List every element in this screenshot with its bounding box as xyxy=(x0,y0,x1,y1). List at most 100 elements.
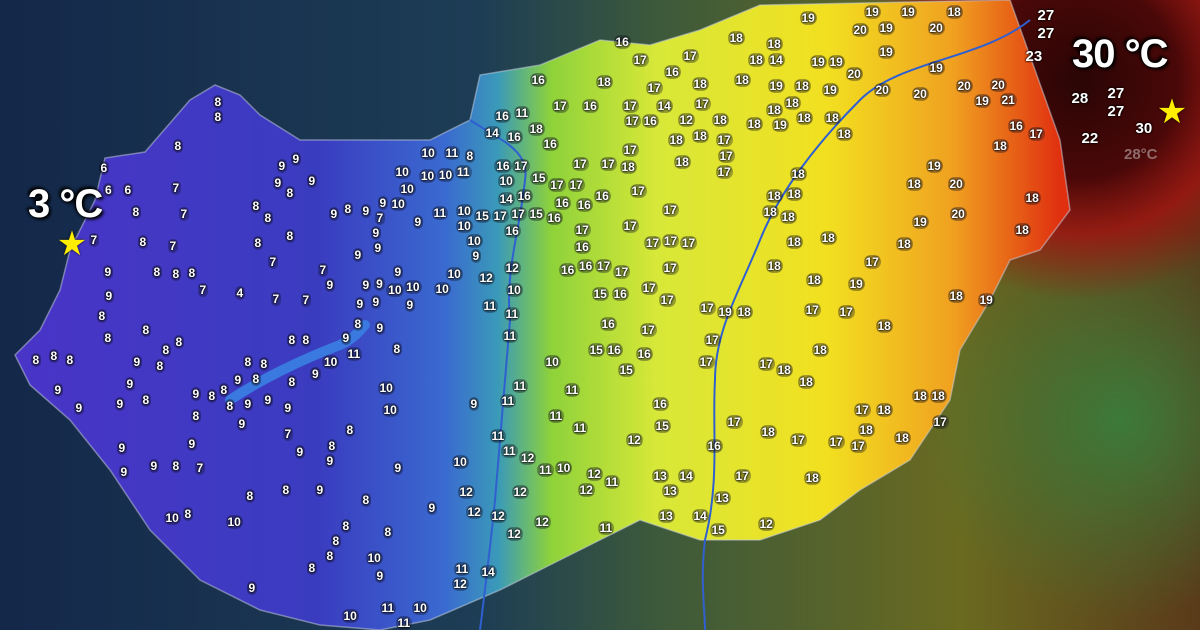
station-temperature: 17 xyxy=(661,203,679,217)
station-temperature: 8 xyxy=(306,561,318,575)
station-temperature: 18 xyxy=(793,79,811,93)
station-temperature: 8 xyxy=(172,139,184,153)
station-temperature: 8 xyxy=(190,409,202,423)
station-temperature: 10 xyxy=(389,197,407,211)
station-temperature: 9 xyxy=(310,367,321,381)
station-temperature: 8 xyxy=(340,519,352,534)
station-temperature: 16 xyxy=(559,263,577,277)
station-temperature: 17 xyxy=(571,157,589,171)
station-temperature: 18 xyxy=(673,155,691,169)
station-temperature: 12 xyxy=(465,505,483,519)
station-temperature: 10 xyxy=(393,165,411,179)
station-temperature: 12 xyxy=(585,467,603,481)
station-temperature: 17 xyxy=(595,259,613,273)
station-temperature: 12 xyxy=(533,515,551,529)
station-temperature: 16 xyxy=(651,397,669,411)
station-temperature: 17 xyxy=(661,234,680,248)
station-temperature: 9 xyxy=(306,174,318,188)
station-temperature: 20 xyxy=(955,79,973,93)
station-temperature: 14 xyxy=(483,126,501,140)
station-temperature: 11 xyxy=(454,165,472,179)
station-temperature: 17 xyxy=(717,149,735,163)
station-temperature: 7 xyxy=(167,239,179,253)
station-temperature: 18 xyxy=(857,423,875,437)
station-temperature: 8 xyxy=(206,389,218,403)
station-temperature: 18 xyxy=(691,77,709,91)
station-temperature: 15 xyxy=(530,171,548,185)
station-temperature: 19 xyxy=(977,293,995,307)
station-temperature: 17 xyxy=(725,415,743,429)
station-temperature: 9 xyxy=(73,401,85,415)
station-temperature: 17 xyxy=(621,219,639,233)
station-temperature: 10 xyxy=(451,455,469,469)
station-temperature: 9 xyxy=(52,383,64,397)
min-temp-label: 3 °C xyxy=(28,182,103,226)
station-temperature: 17 xyxy=(849,439,867,453)
station-temperature: 18 xyxy=(1013,223,1031,237)
station-temperature: 30 xyxy=(1135,119,1153,137)
station-temperature: 17 xyxy=(789,433,807,447)
station-temperature: 17 xyxy=(623,113,641,128)
station-temperature: 9 xyxy=(272,176,284,190)
station-temperature: 10 xyxy=(398,182,416,196)
station-temperature: 9 xyxy=(246,581,258,595)
station-temperature: 19 xyxy=(911,215,929,229)
station-temperature: 16 xyxy=(641,113,659,128)
station-temperature: 18 xyxy=(761,205,779,219)
station-temperature: 9 xyxy=(103,289,115,303)
station-temperature: 17 xyxy=(658,293,676,307)
station-temperature: 19 xyxy=(771,117,789,132)
station-temperature: 12 xyxy=(625,433,643,447)
station-temperature: 17 xyxy=(863,255,881,269)
station-temperature: 20 xyxy=(911,87,929,101)
station-temperature: 11 xyxy=(501,443,518,458)
station-temperature: 21 xyxy=(999,93,1017,108)
station-temperature: 8 xyxy=(30,353,42,367)
station-temperature: 11 xyxy=(453,561,471,576)
station-temperature: 8 xyxy=(286,333,298,347)
station-temperature: 10 xyxy=(322,355,340,369)
star-icon: ★ xyxy=(56,225,88,263)
station-temperature: 11 xyxy=(499,393,517,408)
station-temperature: 8 xyxy=(280,483,292,497)
station-temperature: 16 xyxy=(553,196,571,210)
station-temperature: 17 xyxy=(631,53,649,67)
station-temperature: 7 xyxy=(270,292,282,306)
station-temperature: 16 xyxy=(493,109,511,123)
station-temperature: 10 xyxy=(455,219,473,234)
station-temperature: 8 xyxy=(342,202,354,216)
station-temperature: 11 xyxy=(511,378,529,393)
station-temperature: 10 xyxy=(365,551,383,565)
station-temperature: 9 xyxy=(370,295,382,309)
station-temperature: 12 xyxy=(505,527,523,541)
station-temperature: 17 xyxy=(715,165,733,179)
station-temperature: 7 xyxy=(374,210,386,225)
station-temperature: 17 xyxy=(803,303,821,317)
station-temperature: 18 xyxy=(911,389,929,403)
station-temperature: 16 xyxy=(581,99,599,113)
station-temperature: 9 xyxy=(370,225,382,240)
station-temperature: 12 xyxy=(577,483,595,497)
station-temperature: 27 xyxy=(1037,6,1055,24)
faint-temp-label: 28°C xyxy=(1124,146,1158,163)
station-temperature: 11 xyxy=(597,521,615,535)
station-temperature: 16 xyxy=(611,287,629,301)
station-temperature: 15 xyxy=(653,419,671,433)
station-temperature: 9 xyxy=(426,501,438,515)
station-temperature: 17 xyxy=(567,178,585,192)
station-temperature: 18 xyxy=(727,31,745,45)
station-temperature: 7 xyxy=(300,293,312,307)
station-temperature: 9 xyxy=(374,569,386,583)
station-temperature: 9 xyxy=(374,321,386,335)
station-temperature: 10 xyxy=(445,267,463,281)
station-temperature: 19 xyxy=(847,277,865,291)
station-temperature: 7 xyxy=(197,283,209,297)
station-temperature: 9 xyxy=(374,277,385,291)
station-temperature: 19 xyxy=(809,55,827,69)
station-temperature: 9 xyxy=(340,331,352,345)
station-temperature: 19 xyxy=(827,55,845,69)
station-temperature: 10 xyxy=(404,280,422,294)
station-temperature: 9 xyxy=(372,240,384,255)
station-temperature: 10 xyxy=(465,234,483,249)
station-temperature: 17 xyxy=(1027,127,1045,141)
